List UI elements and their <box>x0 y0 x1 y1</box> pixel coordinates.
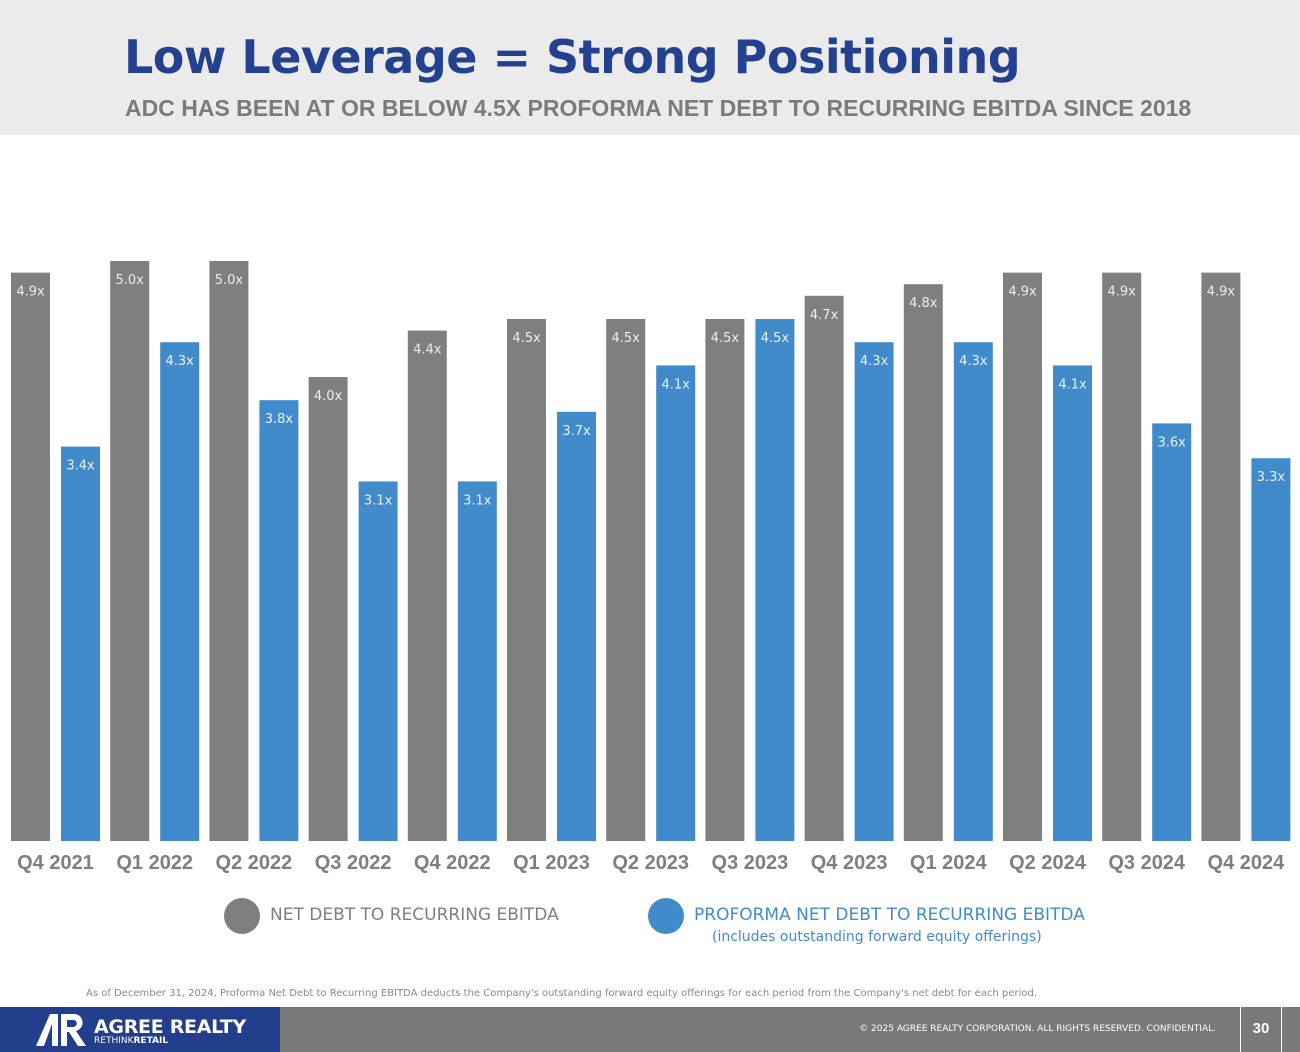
bar-net-debt-q4-2024 <box>1201 272 1241 842</box>
agree-logo-mark-icon <box>36 1014 86 1046</box>
logo-tag-bold: RETAIL <box>133 1036 169 1046</box>
bar-net-debt-q3-2023 <box>705 319 745 841</box>
data-label: 4.9x <box>1008 285 1037 300</box>
copyright-notice: © 2025 AGREE REALTY CORPORATION. ALL RIG… <box>859 1024 1216 1034</box>
bar-net-debt-q4-2022 <box>407 330 447 841</box>
bar-proforma-q3-2023 <box>755 319 795 841</box>
data-label: 5.0x <box>116 273 145 288</box>
data-label: 4.5x <box>612 331 641 346</box>
bar-net-debt-q2-2023 <box>606 319 646 841</box>
bar-proforma-q3-2024 <box>1152 423 1192 841</box>
bar-proforma-q2-2023 <box>656 365 696 841</box>
bar-net-debt-q1-2023 <box>507 319 546 841</box>
logo-name: AGREE REALTY <box>94 1016 246 1038</box>
page-title: Low Leverage = Strong Positioning <box>124 30 1021 84</box>
legend-marker-proforma <box>648 898 684 934</box>
bar-proforma-q4-2021 <box>61 446 100 841</box>
footer-bar: AGREE REALTY RETHINKRETAIL © 2025 AGREE … <box>0 1007 1300 1052</box>
data-label: 4.3x <box>860 354 889 369</box>
bar-chart: 4.9x 3.4x Q4 2021 5.0x 4.3x Q1 2022 5.0x 3.8x Q2… <box>11 261 1291 874</box>
x-tick-label: Q4 2021 <box>17 852 94 874</box>
bar-proforma-q3-2022 <box>358 481 398 841</box>
bar-proforma-q4-2022 <box>457 481 497 841</box>
data-label: 3.6x <box>1158 435 1187 450</box>
x-tick-label: Q3 2022 <box>315 852 392 874</box>
x-tick-label: Q2 2023 <box>612 852 689 874</box>
x-tick-label: Q3 2024 <box>1108 852 1186 874</box>
x-tick-label: Q4 2024 <box>1208 852 1286 874</box>
data-label: 3.1x <box>364 493 393 508</box>
data-label: 3.3x <box>1257 470 1286 485</box>
data-label: 4.1x <box>1058 377 1087 392</box>
bar-proforma-q1-2024 <box>953 342 993 841</box>
data-label: 4.1x <box>662 377 691 392</box>
data-label: 4.3x <box>166 354 195 369</box>
x-tick-label: Q2 2024 <box>1009 852 1087 874</box>
data-label: 4.9x <box>1108 285 1137 300</box>
logo-tag-light: RETHINK <box>94 1036 134 1046</box>
data-label: 4.9x <box>16 285 45 300</box>
data-label: 3.7x <box>562 424 591 439</box>
data-label: 4.4x <box>413 343 442 358</box>
data-label: 4.5x <box>761 331 790 346</box>
data-label: 4.3x <box>959 354 988 369</box>
legend-marker-net-debt <box>224 898 260 934</box>
data-label: 4.0x <box>314 389 343 404</box>
legend-label-net-debt: NET DEBT TO RECURRING EBITDA <box>270 905 559 925</box>
data-label: 4.5x <box>711 331 740 346</box>
bar-proforma-q4-2024 <box>1251 458 1291 841</box>
bar-net-debt-q1-2022 <box>110 261 150 841</box>
bar-net-debt-q3-2022 <box>308 377 348 841</box>
bar-net-debt-q2-2024 <box>1003 272 1042 842</box>
x-tick-label: Q4 2022 <box>414 852 491 874</box>
x-tick-label: Q2 2022 <box>216 852 293 874</box>
bar-proforma-q1-2022 <box>160 342 200 841</box>
logo-tagline: RETHINKRETAIL <box>94 1036 168 1046</box>
data-label: 3.4x <box>66 459 95 474</box>
page-subtitle: ADC HAS BEEN AT OR BELOW 4.5X PROFORMA N… <box>125 95 1192 121</box>
data-label: 5.0x <box>215 273 244 288</box>
company-logo: AGREE REALTY RETHINKRETAIL <box>0 1007 280 1052</box>
data-label: 3.1x <box>463 493 492 508</box>
data-label: 3.8x <box>265 412 294 427</box>
footnote: As of December 31, 2024, Proforma Net De… <box>86 988 1038 999</box>
legend-label-proforma: PROFORMA NET DEBT TO RECURRING EBITDA <box>694 905 1085 925</box>
x-tick-label: Q1 2024 <box>910 852 988 874</box>
bar-net-debt-q2-2022 <box>209 261 249 841</box>
bar-net-debt-q4-2021 <box>11 272 50 842</box>
bar-proforma-q4-2023 <box>854 342 894 841</box>
page-number-box: 30 <box>1240 1007 1282 1052</box>
bar-proforma-q2-2022 <box>259 400 299 841</box>
bar-net-debt-q1-2024 <box>903 284 943 841</box>
bar-proforma-q1-2023 <box>557 411 596 841</box>
bar-net-debt-q3-2024 <box>1102 272 1142 842</box>
bar-proforma-q2-2024 <box>1053 365 1092 841</box>
legend-sublabel-proforma: (includes outstanding forward equity off… <box>712 929 1042 945</box>
x-tick-label: Q4 2023 <box>811 852 888 874</box>
data-label: 4.8x <box>909 296 938 311</box>
x-tick-label: Q3 2023 <box>712 852 789 874</box>
x-tick-label: Q1 2023 <box>513 852 590 874</box>
x-tick-label: Q1 2022 <box>116 852 193 874</box>
page-number: 30 <box>1252 1020 1270 1037</box>
header-banner: Low Leverage = Strong Positioning ADC HA… <box>0 0 1300 135</box>
data-label: 4.7x <box>810 308 839 323</box>
data-label: 4.9x <box>1207 285 1236 300</box>
bar-net-debt-q4-2023 <box>804 295 844 841</box>
data-label: 4.5x <box>512 331 541 346</box>
